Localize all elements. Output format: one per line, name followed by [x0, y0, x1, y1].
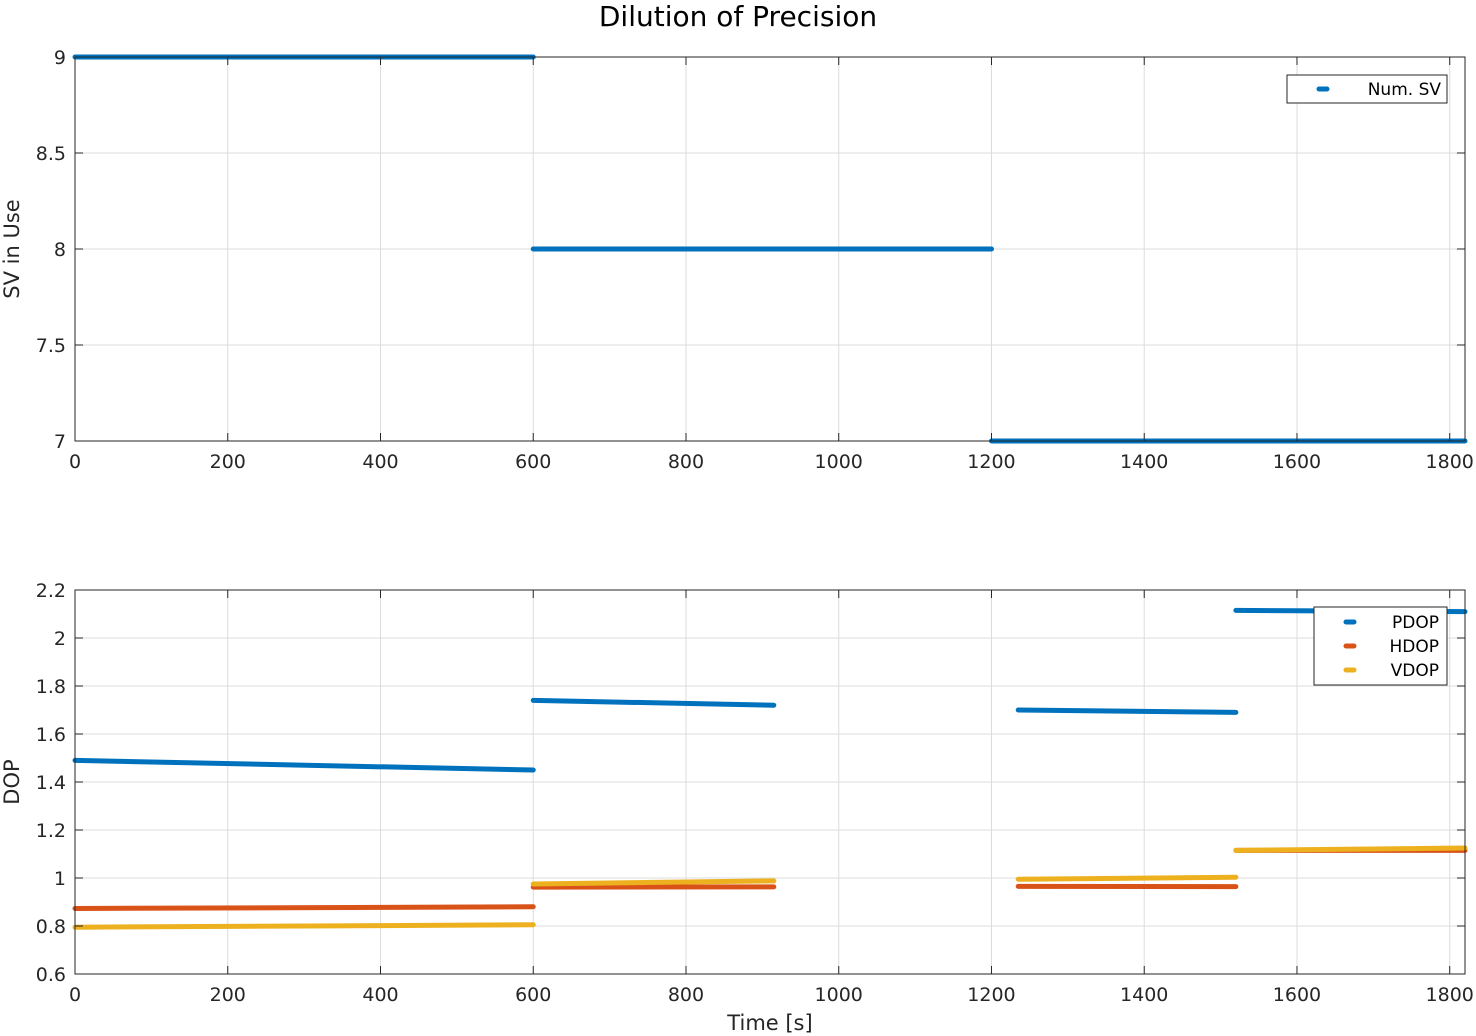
dop-ytick-label: 1.8: [36, 676, 66, 698]
sv-xtick-label: 1400: [1120, 451, 1168, 473]
dop-ytick-label: 1.4: [36, 772, 66, 794]
dop-series-hdop-segment-0: [72, 904, 536, 911]
sv-ylabel: SV in Use: [0, 199, 24, 298]
dop-series-layer: [72, 607, 1468, 930]
dop-legend-box: [1313, 606, 1448, 686]
dop-legend-label-pdop: PDOP: [1392, 613, 1439, 633]
dop-series-vdop-segment-1: [530, 878, 777, 887]
dop-axes: 0 200 400 600 800 1000 1200 1400 1600 1800 0.6 0.8 1…: [0, 580, 1474, 1035]
dop-xtick-label: 800: [668, 984, 704, 1006]
dop-series-pdop-segment-1: [530, 697, 777, 708]
sv-ytick-label: 8: [54, 239, 66, 261]
dop-xlabel: Time [s]: [726, 1011, 812, 1035]
sv-legend: Num. SV: [1286, 74, 1448, 104]
sv-ytick-label: 7.5: [36, 335, 66, 357]
dop-ytick-label: 2.2: [36, 580, 66, 602]
dop-ytick-label: 1.6: [36, 724, 66, 746]
sv-xtick-label: 1600: [1273, 451, 1321, 473]
dop-series-vdop-segment-3: [1233, 845, 1468, 853]
dop-series-pdop-segment-2: [1015, 707, 1239, 715]
sv-legend-box: [1286, 74, 1448, 104]
dop-ticks: 0 200 400 600 800 1000 1200 1400 1600 1800 0.6 0.8 1…: [36, 580, 1474, 1006]
sv-ytick-label: 8.5: [36, 143, 66, 165]
dop-xtick-label: 600: [515, 984, 551, 1006]
dop-xtick-label: 200: [210, 984, 246, 1006]
sv-xtick-label: 200: [210, 451, 246, 473]
dop-series-vdop-segment-0: [72, 922, 536, 930]
dop-ylabel: DOP: [0, 759, 24, 804]
dop-xtick-label: 1000: [815, 984, 863, 1006]
dop-series-pdop-segment-0: [72, 757, 536, 773]
figure-title: Dilution of Precision: [599, 0, 877, 33]
dop-series-vdop-segment-2: [1015, 874, 1239, 882]
dop-xtick-label: 1400: [1120, 984, 1168, 1006]
dop-legend: PDOP HDOP VDOP: [1313, 606, 1448, 686]
sv-xtick-label: 1800: [1426, 451, 1474, 473]
dop-legend-label-vdop: VDOP: [1391, 661, 1439, 681]
sv-ytick-label: 7: [54, 431, 66, 453]
sv-axes: 0 200 400 600 800 1000 1200 1400 1600 1800 7 7.5 8 8.…: [0, 47, 1474, 473]
dop-xtick-label: 1600: [1273, 984, 1321, 1006]
dop-xtick-label: 1800: [1426, 984, 1474, 1006]
sv-xtick-label: 0: [69, 451, 81, 473]
sv-xtick-label: 400: [362, 451, 398, 473]
sv-xtick-label: 1000: [815, 451, 863, 473]
dop-xtick-label: 400: [362, 984, 398, 1006]
sv-xtick-label: 1200: [967, 451, 1015, 473]
dop-xtick-label: 0: [69, 984, 81, 1006]
sv-legend-label-num-sv: Num. SV: [1368, 80, 1442, 100]
dop-ytick-label: 1.2: [36, 820, 66, 842]
sv-ticks: 0 200 400 600 800 1000 1200 1400 1600 1800 7 7.5 8 8.…: [36, 47, 1474, 473]
sv-xtick-label: 800: [668, 451, 704, 473]
dop-ytick-label: 0.6: [36, 964, 66, 986]
sv-ytick-label: 9: [54, 47, 66, 69]
dop-xtick-label: 1200: [967, 984, 1015, 1006]
dop-ytick-label: 2: [54, 628, 66, 650]
dop-legend-label-hdop: HDOP: [1389, 637, 1439, 657]
sv-xtick-label: 600: [515, 451, 551, 473]
dop-ytick-label: 0.8: [36, 916, 66, 938]
dop-ytick-label: 1: [54, 868, 66, 890]
